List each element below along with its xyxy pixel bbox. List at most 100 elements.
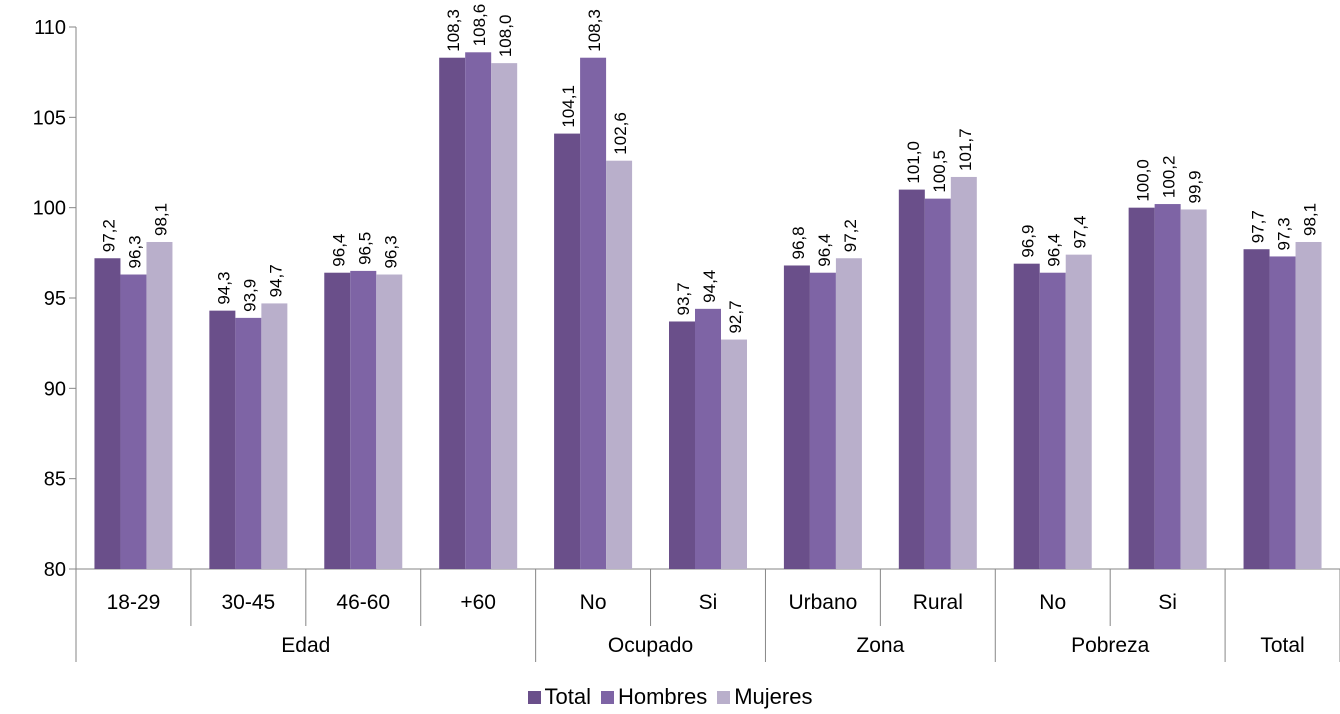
bar-value-label: 94,4 [700,270,719,303]
bar-value-label: 108,0 [496,15,515,58]
legend-label: Hombres [617,684,708,709]
bar-value-label: 94,3 [214,272,233,305]
bar [235,317,262,569]
bar-value-label: 96,3 [381,235,400,268]
legend-swatch [527,690,541,704]
bar [324,272,351,569]
bar-value-label: 92,7 [726,300,745,333]
bar-value-label: 98,1 [1301,203,1320,236]
legend-swatch [717,690,731,704]
bar-value-label: 96,5 [355,232,374,265]
bar [120,274,147,569]
bar-value-label: 96,4 [815,234,834,267]
bar-value-label: 94,7 [266,264,285,297]
legend-item: Hombres [600,684,708,710]
legend-swatch [600,690,614,704]
bar [209,310,236,569]
x-group-label: Ocupado [608,634,693,657]
y-tick-label: 105 [33,107,66,129]
bar [898,189,925,569]
legend-item: Total [527,684,591,710]
bar [261,303,288,569]
bar [1065,254,1092,569]
bar-value-label: 97,3 [1275,217,1294,250]
bar-value-label: 97,2 [99,219,118,252]
legend-item: Mujeres [717,684,812,710]
bar-value-label: 97,4 [1071,216,1090,249]
bar [721,339,747,569]
bar-chart-svg: 80 85 90 95 100 105 110 97,2 96,3 98,1 18-29 94,3 93… [33,4,1340,662]
x-group-label: Zona [856,634,904,657]
bar-value-label: 98,1 [151,203,170,236]
bar [809,272,836,569]
bar [606,160,633,569]
x-category-label: +60 [460,591,496,614]
x-category-label: 46-60 [336,591,390,614]
bar-value-label: 101,0 [904,141,923,184]
x-category-label: Si [1158,591,1177,614]
bar [1269,256,1296,569]
bar [835,258,862,569]
x-group-label: Edad [281,634,330,657]
y-tick-label: 80 [44,559,66,581]
bar [350,270,377,569]
x-group-label: Pobreza [1071,634,1150,657]
bar-value-label: 101,7 [956,128,975,171]
bar-value-label: 96,3 [125,235,144,268]
bar-value-label: 96,8 [789,226,808,259]
bar-value-label: 108,6 [470,4,489,47]
x-category-label: Rural [913,591,963,614]
bar [1039,272,1066,569]
bar [580,57,607,570]
legend-label: Total [544,684,591,709]
bar [1180,209,1207,569]
legend: Total Hombres Mujeres [0,684,1340,710]
bar [1128,207,1155,569]
bar-value-label: 108,3 [444,9,463,52]
bar-value-label: 100,2 [1160,156,1179,199]
bar [439,57,466,570]
bar [950,176,977,569]
bar-value-label: 93,7 [674,282,693,315]
bar [783,265,810,569]
bar-value-label: 93,9 [240,279,259,312]
x-category-label: No [580,591,607,614]
bar [94,258,121,569]
bar-value-label: 108,3 [585,9,604,52]
bar [376,274,403,569]
bar-value-label: 100,0 [1134,159,1153,202]
y-tick-label: 100 [33,198,66,220]
bar [146,241,173,569]
bar [1243,249,1270,569]
bar-value-label: 97,2 [841,219,860,252]
bar-value-label: 100,5 [930,150,949,193]
x-group-label: Total [1260,634,1304,657]
bar-value-label: 99,9 [1186,170,1205,203]
bar-value-label: 96,4 [1045,234,1064,267]
bar [1295,241,1322,569]
bar-value-label: 96,4 [329,234,348,267]
bar-value-label: 96,9 [1019,225,1038,258]
x-category-label: Urbano [788,591,857,614]
x-category-label: Si [699,591,718,614]
bar [1013,263,1040,569]
y-tick-label: 85 [44,469,66,491]
bar-value-label: 104,1 [559,85,578,128]
bar [465,52,492,569]
legend-label: Mujeres [734,684,813,709]
bar-value-label: 97,7 [1249,210,1268,243]
bar [554,133,581,570]
bar [669,321,695,569]
x-category-label: No [1039,591,1066,614]
bar [491,63,518,570]
bar [1154,204,1181,569]
y-tick-label: 90 [44,378,66,400]
bar [695,308,721,569]
bar-value-label: 102,6 [611,112,630,155]
bar [924,198,951,569]
y-tick-label: 95 [44,288,66,310]
x-category-label: 18-29 [107,591,161,614]
x-category-label: 30-45 [222,591,276,614]
y-tick-label: 110 [34,17,66,39]
